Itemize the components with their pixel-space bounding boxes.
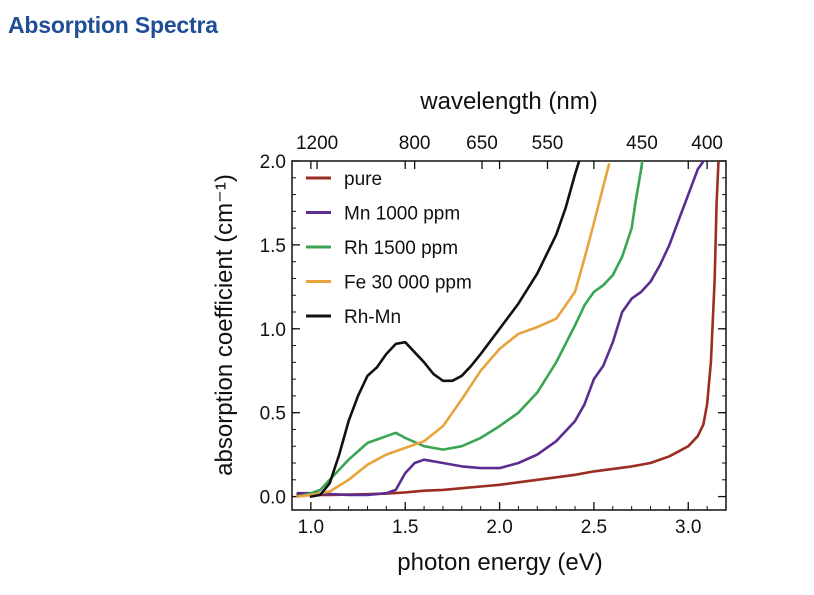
x-axis-label: photon energy (eV) xyxy=(397,549,602,576)
y-tick-label: 2.0 xyxy=(260,152,286,173)
x-tick-label: 1.0 xyxy=(298,517,324,538)
legend-label: Rh-Mn xyxy=(344,307,401,328)
y-tick-label: 0.0 xyxy=(260,488,286,509)
y-tick-label: 1.5 xyxy=(260,236,286,257)
series-line-rh-mn xyxy=(309,161,581,498)
x-tick-label: 3.0 xyxy=(675,517,701,538)
plot-frame xyxy=(291,160,727,511)
top-tick-label: 1200 xyxy=(296,133,338,154)
top-axis-label: wavelength (nm) xyxy=(419,88,597,115)
page-title: Absorption Spectra xyxy=(8,12,218,38)
top-tick-label: 450 xyxy=(626,133,658,154)
y-tick-label: 0.5 xyxy=(260,404,286,425)
top-tick-label: 650 xyxy=(466,133,498,154)
y-tick-label: 1.0 xyxy=(260,320,286,341)
legend-label: pure xyxy=(344,169,382,190)
x-tick-label: 2.0 xyxy=(486,517,512,538)
x-tick-label: 2.5 xyxy=(581,517,607,538)
legend-label: Rh 1500 ppm xyxy=(344,238,458,259)
series-line-fe-30-000-ppm xyxy=(296,163,611,498)
top-tick-label: 550 xyxy=(532,133,564,154)
y-axis-label: absorption coefficient (cm⁻¹) xyxy=(211,174,238,476)
series-line-mn-1000-ppm xyxy=(296,161,706,497)
top-tick-label: 400 xyxy=(691,133,723,154)
legend-label: Mn 1000 ppm xyxy=(344,204,460,225)
series-line-rh-1500-ppm xyxy=(296,161,644,498)
top-tick-label: 800 xyxy=(399,133,431,154)
x-tick-label: 1.5 xyxy=(392,517,418,538)
legend-label: Fe 30 000 ppm xyxy=(344,273,472,294)
